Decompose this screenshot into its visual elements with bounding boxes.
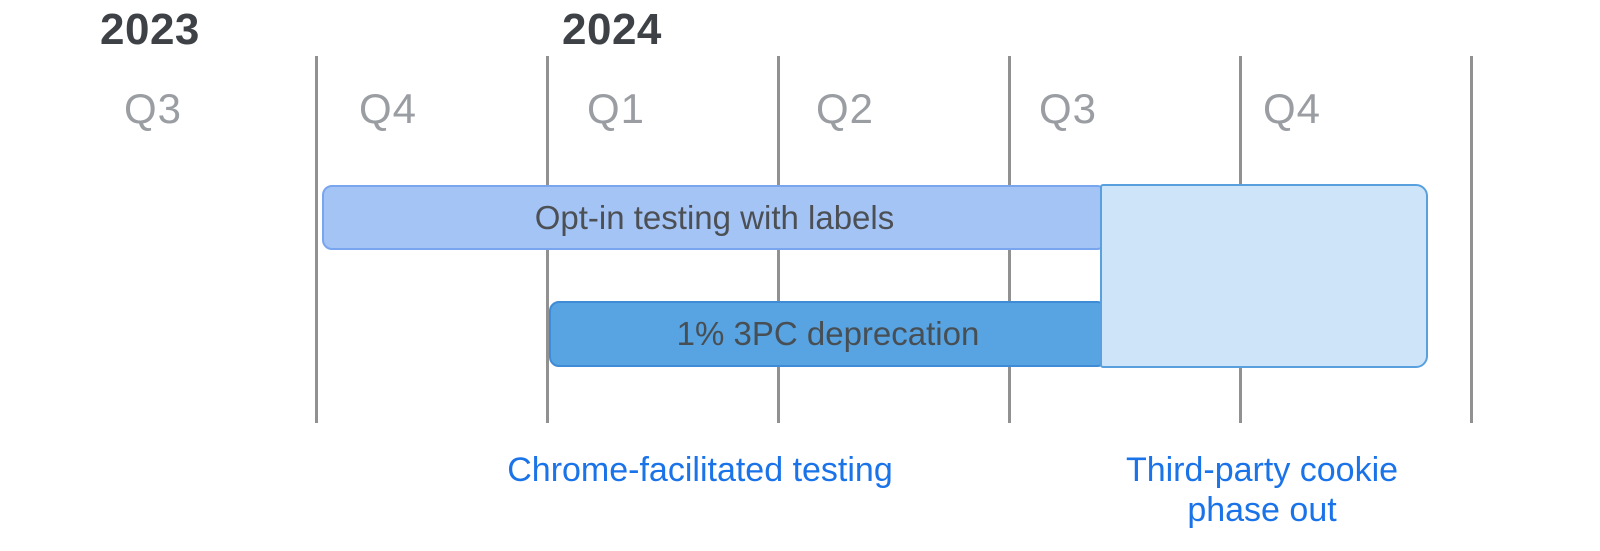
year-label-2024: 2024 — [562, 5, 662, 54]
phase-out-region-box — [1100, 184, 1428, 368]
quarter-label-2024-q3: Q3 — [1038, 85, 1098, 132]
quarter-label-2023-q3: Q3 — [123, 85, 183, 132]
quarter-label-2024-q4: Q4 — [1262, 85, 1322, 132]
caption-phase-out-line1: Third-party cookie — [1125, 451, 1399, 489]
bar-1pct-3pc-deprecation: 1% 3PC deprecation — [549, 301, 1107, 367]
quarter-label-2023-q4: Q4 — [358, 85, 418, 132]
quarter-label-2024-q2: Q2 — [815, 85, 875, 132]
quarter-label-2024-q1: Q1 — [586, 85, 646, 132]
bar-opt-in-testing: Opt-in testing with labels — [322, 185, 1107, 250]
year-label-2023: 2023 — [100, 5, 200, 54]
gridline-2023-q4-start — [315, 56, 318, 423]
gridline-2024-q4-end — [1470, 56, 1473, 423]
bar-opt-in-testing-label: Opt-in testing with labels — [534, 198, 895, 236]
caption-chrome-facilitated-testing: Chrome-facilitated testing — [507, 451, 893, 489]
caption-phase-out-line2: phase out — [1187, 491, 1337, 529]
bar-1pct-3pc-deprecation-label: 1% 3PC deprecation — [676, 315, 980, 352]
caption-third-party-cookie-phase-out: Third-party cookie phase out — [1126, 450, 1398, 530]
